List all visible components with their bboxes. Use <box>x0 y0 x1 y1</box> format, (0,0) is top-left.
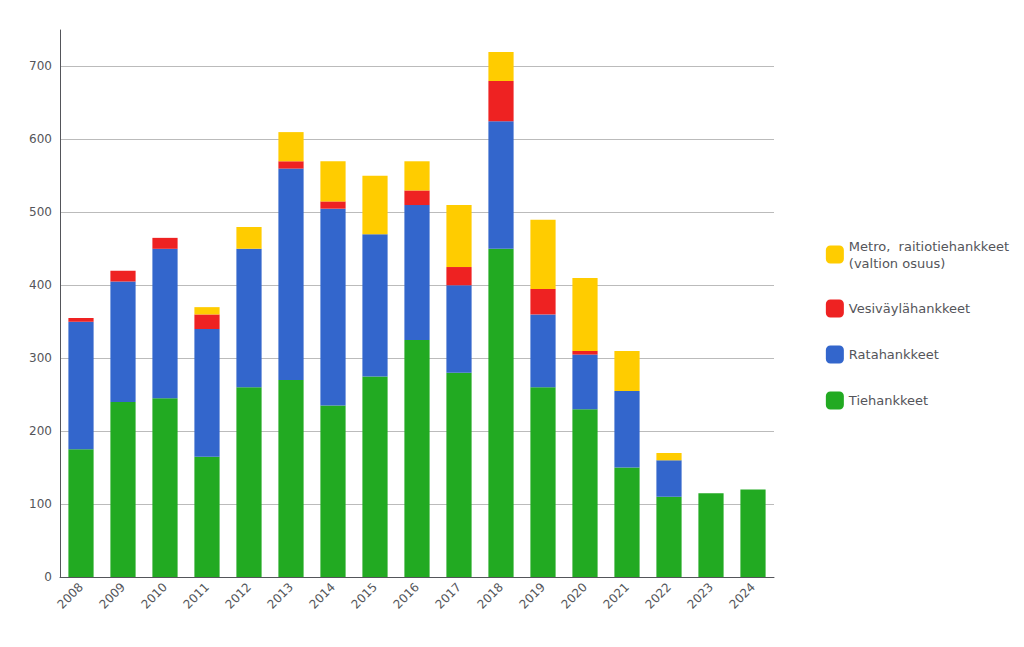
svg-text:600: 600 <box>29 132 52 146</box>
svg-text:2017: 2017 <box>432 580 463 611</box>
svg-text:2014: 2014 <box>306 580 337 611</box>
svg-text:700: 700 <box>29 59 52 73</box>
svg-text:2012: 2012 <box>222 580 253 611</box>
svg-text:2020: 2020 <box>558 580 589 611</box>
svg-text:Ratahankkeet: Ratahankkeet <box>849 347 939 362</box>
svg-text:2015: 2015 <box>348 580 379 611</box>
svg-text:2018: 2018 <box>474 580 505 611</box>
svg-text:2013: 2013 <box>264 580 295 611</box>
svg-text:Vesiväylähankkeet: Vesiväylähankkeet <box>849 301 970 316</box>
svg-text:(valtion osuus): (valtion osuus) <box>849 256 945 271</box>
svg-text:2011: 2011 <box>180 580 211 611</box>
svg-text:0: 0 <box>44 570 52 584</box>
svg-text:2010: 2010 <box>138 580 169 611</box>
svg-text:2009: 2009 <box>96 580 127 611</box>
svg-text:2024: 2024 <box>726 580 757 611</box>
svg-text:500: 500 <box>29 205 52 219</box>
svg-text:300: 300 <box>29 351 52 365</box>
svg-text:2008: 2008 <box>54 580 85 611</box>
svg-text:2023: 2023 <box>684 580 715 611</box>
svg-text:2019: 2019 <box>516 580 547 611</box>
svg-text:100: 100 <box>29 497 52 511</box>
svg-text:200: 200 <box>29 424 52 438</box>
svg-text:Tiehankkeet: Tiehankkeet <box>848 393 928 408</box>
svg-text:2016: 2016 <box>390 580 421 611</box>
svg-text:400: 400 <box>29 278 52 292</box>
svg-text:2021: 2021 <box>600 580 631 611</box>
svg-text:Metro, raitiotiehankkeet: Metro, raitiotiehankkeet <box>849 239 1009 254</box>
svg-text:2022: 2022 <box>642 580 673 611</box>
